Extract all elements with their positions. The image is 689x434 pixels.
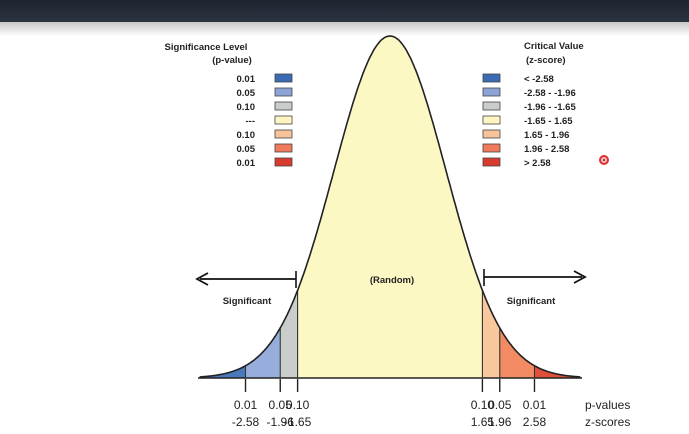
z-score-label-0: -2.58 [232,415,260,429]
legend-left-title: Significance Level [165,42,248,53]
p-value-label-3: 0.10 [471,398,495,412]
legend-left-items-label-3: --- [246,116,256,127]
legend-left-items-label-0: 0.01 [237,74,256,85]
legend-right-items-swatch-4 [482,129,501,139]
bell-curve-outline [199,35,581,378]
p-value-label-4: 0.05 [488,398,512,412]
legend-left-items-swatch-2 [274,101,293,111]
curve-region-4 [482,290,500,378]
left-significant-arrow [195,271,297,288]
legend-right-title: Critical Value [524,41,584,52]
random-label: (Random) [370,275,414,286]
legend-right-items-label-1: -2.58 - -1.96 [524,88,576,99]
legend-right-items-label-5: 1.96 - 2.58 [524,144,569,155]
legend-right-items-swatch-1 [482,87,501,97]
z-score-label-4: 1.96 [488,415,512,429]
legend-right-items-swatch-5 [482,143,501,153]
top-bar-shadow [0,22,689,36]
legend-right-items-label-6: > 2.58 [524,158,551,169]
legend-right-subtitle: (z-score) [526,55,566,66]
legend-left-items-swatch-3 [274,115,293,125]
legend-left-subtitle: (p-value) [212,55,252,66]
legend-significance-level: Significance Level (p-value) 0.01 0.05 0.1… [165,42,293,169]
curve-region-3 [297,36,483,378]
axis-ticks: 0.01 -2.58 0.05 -1.96 0.10 -1.65 0.10 1.65 0.05 1… [232,379,547,429]
legend-right-items-swatch-0 [482,73,501,83]
legend-right-items-label-3: -1.65 - 1.65 [524,116,573,127]
right-significant-arrow [483,269,587,286]
legend-right-items-label-2: -1.96 - -1.65 [524,102,576,113]
legend-left-items-swatch-6 [274,157,293,167]
p-values-row-label: p-values [585,398,630,412]
legend-left-items-label-4: 0.10 [237,130,256,141]
legend-left-items-label-6: 0.01 [237,158,256,169]
right-significant-label: Significant [507,296,556,307]
p-value-label-5: 0.01 [523,398,547,412]
legend-right-items-swatch-6 [482,157,501,167]
legend-left-items-swatch-0 [274,73,293,83]
left-significant-label: Significant [223,296,272,307]
curve-region-2 [280,290,298,378]
legend-right-items-label-0: < -2.58 [524,74,554,85]
legend-critical-value: Critical Value (z-score) < -2.58 -2.58 - … [482,41,584,169]
legend-left-items-swatch-5 [274,143,293,153]
curve-region-0 [199,365,246,378]
cursor-pointer-icon [599,155,609,165]
region-dividers [244,290,536,378]
legend-right-items-label-4: 1.65 - 1.96 [524,130,569,141]
legend-left-items-swatch-4 [274,129,293,139]
p-value-label-2: 0.10 [286,398,310,412]
z-score-label-5: 2.58 [523,415,547,429]
window-top-bar [0,0,689,22]
z-score-label-1: -1.96 [267,415,295,429]
p-value-label-0: 0.01 [234,398,258,412]
legend-right-items-swatch-2 [482,101,501,111]
legend-left-items-swatch-1 [274,87,293,97]
legend-left-items-label-5: 0.05 [237,144,256,155]
legend-left-items-label-1: 0.05 [237,88,256,99]
legend-right-items-swatch-3 [482,115,501,125]
legend-left-items-label-2: 0.10 [237,102,256,113]
z-score-label-3: 1.65 [471,415,495,429]
z-scores-row-label: z-scores [585,415,630,429]
z-score-label-2: -1.65 [284,415,312,429]
p-value-label-1: 0.05 [269,398,293,412]
curve-region-6 [534,365,581,378]
